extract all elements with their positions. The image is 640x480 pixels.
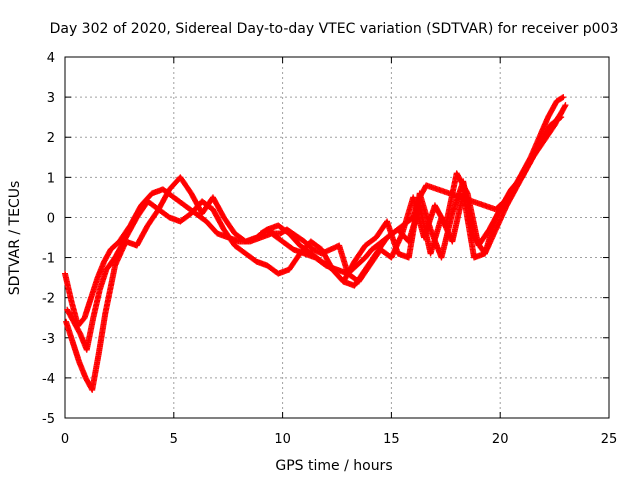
x-tick-label: 20: [492, 432, 509, 447]
data-point-track-a: [562, 102, 569, 109]
data-trace-track-d: [559, 94, 566, 101]
y-tick-label: 0: [47, 211, 55, 226]
data-trace-track-c: [557, 114, 564, 121]
y-tick-labels: -5 -4 -3 -2 -1 0 1 2 3 4: [42, 51, 55, 427]
x-tick-label: 5: [170, 432, 178, 447]
axis-ticks: [64, 56, 610, 419]
y-tick-label: 4: [47, 51, 55, 66]
y-tick-label: -4: [42, 372, 55, 387]
x-tick-label: 10: [274, 432, 291, 447]
plot-frame: [64, 56, 610, 419]
chart-title: Day 302 of 2020, Sidereal Day-to-day VTE…: [50, 21, 619, 37]
y-tick-label: -3: [42, 332, 55, 347]
data-point-track-c: [558, 114, 565, 121]
data-point-track-d: [560, 94, 567, 101]
y-tick-label: 2: [47, 131, 55, 146]
x-tick-label: 0: [61, 432, 69, 447]
y-tick-label: 3: [47, 91, 55, 106]
grid: [65, 57, 609, 418]
x-tick-label: 15: [383, 432, 400, 447]
y-axis-label: SDTVAR / TECUs: [7, 181, 23, 296]
data-points: [62, 94, 569, 393]
y-tick-label: -1: [42, 252, 55, 267]
y-tick-label: 1: [47, 171, 55, 186]
x-axis-label: GPS time / hours: [275, 458, 392, 474]
y-tick-label: -5: [42, 412, 55, 427]
x-tick-label: 25: [601, 432, 618, 447]
x-tick-labels: 0 5 10 15 20 25: [61, 432, 617, 447]
y-tick-label: -2: [42, 292, 55, 307]
